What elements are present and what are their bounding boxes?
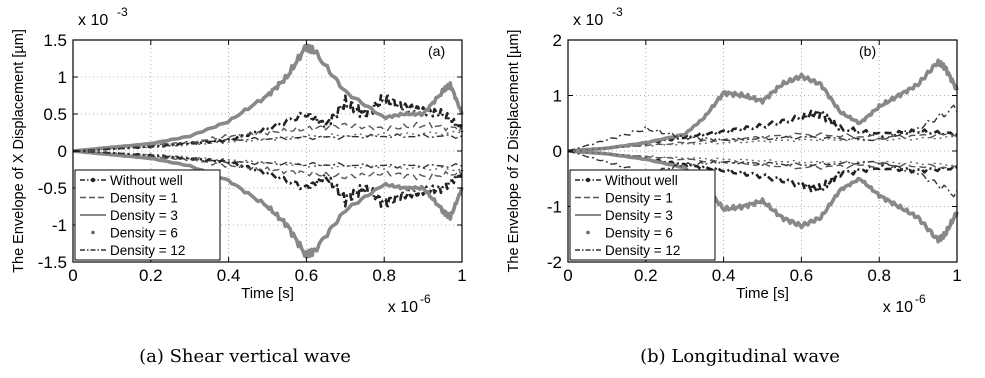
series-line-lower bbox=[72, 149, 464, 259]
y-tick-label: 1 bbox=[58, 68, 67, 87]
x-tick-label: 0.4 bbox=[712, 266, 736, 285]
x-tick-label: 0.2 bbox=[139, 266, 163, 285]
legend-entry: Density = 6 bbox=[110, 226, 178, 241]
legend: Without well Density = 1 Density = 3 Densit… bbox=[74, 169, 221, 261]
x-tick-label: 0.8 bbox=[867, 266, 891, 285]
caption-a-text: Shear vertical wave bbox=[169, 346, 351, 367]
y-tick-label: -2 bbox=[547, 253, 562, 272]
legend-entry: Density = 6 bbox=[605, 226, 673, 241]
series-line-lower bbox=[567, 150, 958, 170]
y-tick-label: 1.5 bbox=[43, 31, 67, 50]
series-line-upper bbox=[567, 108, 958, 153]
series-line-upper bbox=[72, 133, 463, 152]
y-tick-label: 0.5 bbox=[43, 105, 67, 124]
caption-a: (a) Shear vertical wave bbox=[0, 346, 490, 367]
x-multiplier: x 10 bbox=[883, 299, 913, 316]
series-line-upper bbox=[567, 132, 958, 152]
legend-entry: Without well bbox=[605, 173, 678, 188]
caption-b: (b) Longitudinal wave bbox=[495, 346, 985, 367]
y-axis-label: The Envelope of X Displacement [µm] bbox=[11, 29, 27, 273]
x-tick-label: 1 bbox=[952, 266, 961, 285]
legend: Without well Density = 1 Density = 3 Densit… bbox=[569, 169, 716, 261]
y-exponent: -3 bbox=[612, 5, 623, 19]
x-axis-label: Time [s] bbox=[241, 285, 294, 302]
x-tick-label: 0 bbox=[68, 266, 77, 285]
legend-entry: Density = 12 bbox=[110, 243, 185, 258]
series-line-upper bbox=[72, 121, 463, 152]
legend-entry: Density = 1 bbox=[605, 191, 673, 206]
y-multiplier: x 10 bbox=[78, 12, 108, 29]
x-exponent: -6 bbox=[915, 292, 926, 306]
chart-panel-b: 0 0.2 0.4 0.6 0.8 1 -2 -1 0 1 2 x 10 -3 x 10 -6 Time [s… bbox=[495, 0, 985, 378]
series-line-lower bbox=[72, 150, 463, 181]
legend-entry: Density = 3 bbox=[110, 208, 178, 223]
x-tick-label: 1 bbox=[457, 266, 466, 285]
y-tick-label: -1 bbox=[547, 198, 562, 217]
legend-entry: Density = 3 bbox=[605, 208, 673, 223]
y-tick-label: 2 bbox=[553, 31, 562, 50]
legend-swatch bbox=[91, 230, 95, 235]
legend-entry: Density = 1 bbox=[110, 191, 178, 206]
y-tick-label: -1.5 bbox=[38, 253, 67, 272]
x-tick-label: 0 bbox=[563, 266, 572, 285]
series-line-upper bbox=[567, 58, 959, 153]
caption-a-number: (a) bbox=[139, 346, 164, 367]
legend-swatch-marker bbox=[585, 177, 591, 183]
y-tick-label: 0 bbox=[58, 142, 67, 161]
x-tick-label: 0.2 bbox=[634, 266, 658, 285]
x-multiplier: x 10 bbox=[388, 299, 418, 316]
legend-swatch-marker bbox=[90, 177, 96, 183]
series-line-upper bbox=[72, 43, 464, 153]
legend-swatch bbox=[586, 230, 590, 235]
x-tick-label: 0.4 bbox=[217, 266, 241, 285]
x-exponent: -6 bbox=[420, 292, 431, 306]
y-tick-label: 0 bbox=[553, 142, 562, 161]
y-tick-label: 1 bbox=[553, 87, 562, 106]
x-tick-label: 0.6 bbox=[295, 266, 319, 285]
panel-label: (a) bbox=[428, 43, 445, 59]
x-tick-label: 0.8 bbox=[372, 266, 396, 285]
x-axis-label: Time [s] bbox=[736, 285, 789, 302]
x-tick-label: 0.6 bbox=[790, 266, 814, 285]
series-line-lower bbox=[567, 149, 959, 244]
panel-label: (b) bbox=[859, 43, 876, 59]
y-tick-label: -1 bbox=[52, 216, 67, 235]
chart-svg-a: 0 0.2 0.4 0.6 0.8 1 -1.5 -1 -0.5 0 0.5 1 1.5 x 10 -3 x … bbox=[11, 5, 467, 316]
chart-panel-a: 0 0.2 0.4 0.6 0.8 1 -1.5 -1 -0.5 0 0.5 1 1.5 x 10 -3 x … bbox=[0, 0, 490, 378]
legend-entry: Density = 12 bbox=[605, 243, 680, 258]
series-line-lower bbox=[567, 149, 958, 194]
y-exponent: -3 bbox=[117, 5, 128, 19]
y-multiplier: x 10 bbox=[573, 12, 603, 29]
y-tick-label: -0.5 bbox=[38, 179, 67, 198]
series-line-lower bbox=[567, 150, 958, 198]
legend-entry: Without well bbox=[110, 173, 183, 188]
series-line-lower bbox=[72, 150, 463, 169]
legend-box bbox=[74, 169, 221, 261]
series-line-upper bbox=[567, 104, 958, 152]
caption-b-text: Longitudinal wave bbox=[671, 346, 840, 367]
y-axis-label: The Envelope of Z Displacement [µm] bbox=[506, 30, 522, 273]
caption-b-number: (b) bbox=[640, 346, 666, 367]
